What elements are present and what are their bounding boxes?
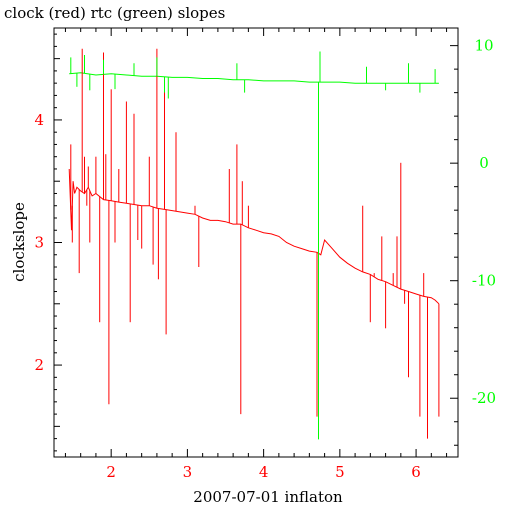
y-right-tick-label: 0 (479, 154, 489, 172)
x-tick-label: 5 (335, 463, 345, 481)
y-right-tick-label: 10 (474, 37, 493, 55)
y-right-tick-label: -10 (472, 272, 496, 290)
y-left-tick-label: 3 (34, 234, 44, 252)
y-right-tick-label: -20 (472, 389, 496, 407)
x-tick-label: 4 (259, 463, 269, 481)
x-axis-label: 2007-07-01 inflaton (193, 488, 343, 506)
y-axis-label: clockslope (10, 202, 28, 282)
x-tick-label: 6 (411, 463, 421, 481)
x-tick-label: 2 (106, 463, 116, 481)
rtc-series-line (69, 72, 439, 84)
x-tick-label: 3 (183, 463, 193, 481)
y-left-tick-label: 4 (34, 111, 44, 129)
chart-title: clock (red) rtc (green) slopes (4, 4, 225, 22)
y-left-tick-label: 2 (34, 356, 44, 374)
axis-ticks: 2 3 4 5 6 2 3 4 10 0 -10 -20 (34, 28, 496, 481)
plot-area (68, 48, 440, 440)
